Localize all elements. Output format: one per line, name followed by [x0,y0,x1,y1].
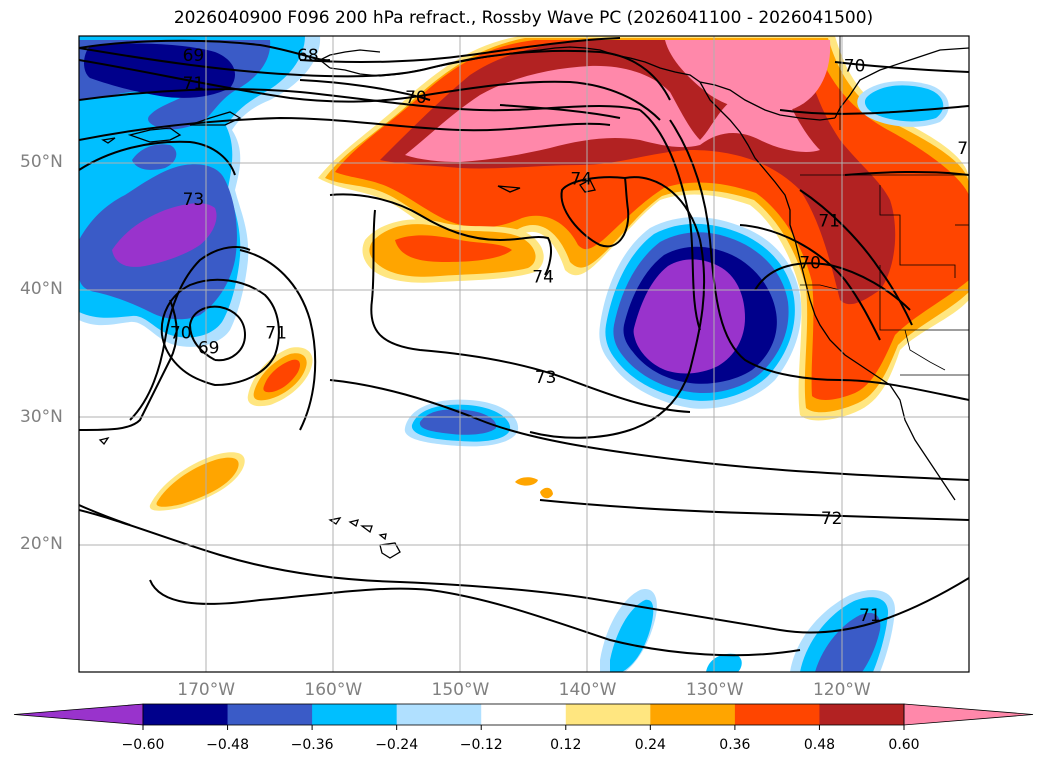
map-title: 2026040900 F096 200 hPa refract., Rossby… [173,8,874,28]
contour-label: 74 [570,169,592,189]
colorbar-tick-label: −0.12 [459,737,503,753]
contour-label: 71 [265,323,287,343]
colorbar-tick-label: 0.36 [719,737,751,753]
colorbar-box [565,704,651,725]
negative-anomaly-west-pacific [79,36,321,347]
lat-label: 40°N [20,279,63,300]
contour-label: 74 [532,267,554,287]
colorbar-box [734,704,820,725]
refractivity-map[interactable]: 69 68 71 70 70 7 74 73 71 70 74 70 71 69 73 72 71 [0,0,1047,700]
colorbar-outline [142,703,905,726]
contour-label: 71 [818,211,840,231]
colorbar-box [227,704,313,725]
colorbar-tick-label: −0.24 [375,737,419,753]
lon-label: 150°W [431,680,490,700]
colorbar-over-extension [903,703,1034,726]
lon-label: 140°W [558,680,617,700]
contour-labels: 69 68 71 70 70 7 74 73 71 70 74 70 71 69 73 72 71 [170,46,968,626]
contour-label: 71 [859,606,881,626]
colorbar-tick-label: 0.24 [634,737,666,753]
colorbar-box [819,704,905,725]
contour-lines [79,37,969,657]
colorbar-box [396,704,482,725]
contour-label: 7 [957,139,968,159]
lon-label: 170°W [177,680,236,700]
contour-label: 72 [821,509,843,529]
contour-label: 70 [844,56,866,76]
colorbar-tick-label: −0.48 [206,737,249,753]
colorbar-box [650,704,736,725]
contour-label: 71 [183,74,205,94]
map-frame [78,35,970,673]
contour-label: 70 [799,253,821,273]
colorbar-box [481,704,567,725]
colorbar-tick-label: 0.48 [803,737,836,753]
colorbar-tick-label: −0.36 [290,737,334,753]
positive-anomaly-central-pacific [362,219,544,283]
contour-label: 73 [535,368,557,388]
gridlines [79,36,969,672]
lat-label: 50°N [20,152,63,173]
colorbar-box [143,704,229,725]
lon-label: 160°W [304,680,363,700]
colorbar-tick-label: 0.12 [550,737,582,753]
contour-label: 70 [170,323,192,343]
small-anomaly-blobs [149,81,949,672]
lat-label: 20°N [20,533,63,554]
contour-label: 69 [198,339,220,359]
contour-label: 73 [183,190,205,210]
colorbar-under-extension [13,703,144,726]
contour-label: 69 [183,46,205,66]
colorbar-box [312,704,398,725]
contour-label: 68 [297,46,319,66]
political-boundaries [800,36,969,376]
lon-label: 130°W [685,680,744,700]
contour-label: 70 [405,88,427,108]
negative-anomaly-east-pacific [599,217,802,409]
colorbar-tick-label: −0.60 [121,737,165,753]
lat-label: 30°N [20,406,63,427]
colorbar-tick-label: 0.60 [888,737,920,753]
lon-label: 120°W [812,680,871,700]
